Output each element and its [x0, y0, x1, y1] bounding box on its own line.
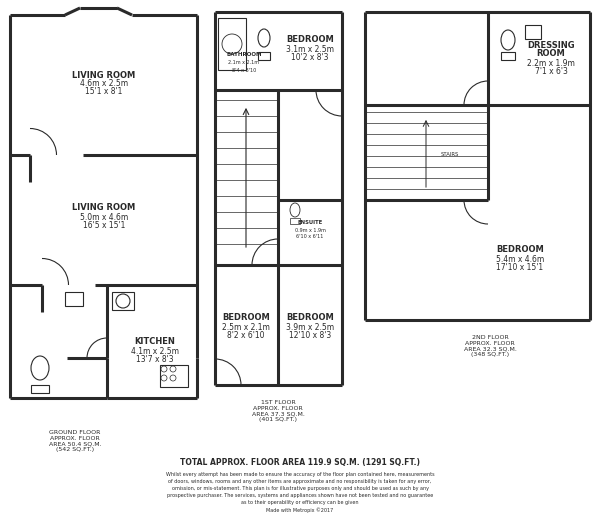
- Text: 16'5 x 15'1: 16'5 x 15'1: [83, 220, 125, 229]
- Bar: [218, 18, 246, 70]
- Text: TOTAL APPROX. FLOOR AREA 119.9 SQ.M. (1291 SQ.FT.): TOTAL APPROX. FLOOR AREA 119.9 SQ.M. (12…: [180, 457, 420, 466]
- Text: STAIRS: STAIRS: [441, 153, 459, 157]
- Text: ROOM: ROOM: [536, 49, 565, 58]
- Text: 2ND FLOOR
APPROX. FLOOR
AREA 32.3 SQ.M.
(348 SQ.FT.): 2ND FLOOR APPROX. FLOOR AREA 32.3 SQ.M. …: [464, 335, 517, 357]
- Bar: [31, 385, 49, 393]
- Bar: [160, 365, 188, 387]
- Text: BEDROOM: BEDROOM: [286, 36, 334, 45]
- Text: of doors, windows, rooms and any other items are approximate and no responsibili: of doors, windows, rooms and any other i…: [169, 479, 431, 484]
- Bar: [258, 52, 270, 60]
- Text: omission, or mis-statement. This plan is for illustrative purposes only and shou: omission, or mis-statement. This plan is…: [172, 486, 428, 491]
- Text: BATHROOM: BATHROOM: [226, 52, 262, 57]
- Text: 1ST FLOOR
APPROX. FLOOR
AREA 37.3 SQ.M.
(401 SQ.FT.): 1ST FLOOR APPROX. FLOOR AREA 37.3 SQ.M. …: [251, 400, 304, 422]
- Text: 8'4 x 8'10: 8'4 x 8'10: [232, 67, 256, 73]
- Text: 8'2 x 6'10: 8'2 x 6'10: [227, 331, 265, 340]
- Text: ENSUITE: ENSUITE: [298, 219, 323, 225]
- Text: 4.1m x 2.5m: 4.1m x 2.5m: [131, 347, 179, 356]
- Bar: [525, 25, 541, 39]
- Text: BEDROOM: BEDROOM: [286, 314, 334, 322]
- Text: 5.4m x 4.6m: 5.4m x 4.6m: [496, 254, 544, 263]
- Text: prospective purchaser. The services, systems and appliances shown have not been : prospective purchaser. The services, sys…: [167, 493, 433, 498]
- Text: LIVING ROOM: LIVING ROOM: [73, 204, 136, 213]
- Text: BEDROOM: BEDROOM: [222, 314, 270, 322]
- Text: DRESSING: DRESSING: [527, 40, 575, 49]
- Text: 12'10 x 8'3: 12'10 x 8'3: [289, 331, 331, 340]
- Text: 15'1 x 8'1: 15'1 x 8'1: [85, 87, 122, 96]
- Text: 6'10 x 6'11: 6'10 x 6'11: [296, 234, 323, 240]
- Text: Whilst every attempt has been made to ensure the accuracy of the floor plan cont: Whilst every attempt has been made to en…: [166, 472, 434, 477]
- Text: 5.0m x 4.6m: 5.0m x 4.6m: [80, 213, 128, 222]
- Text: 2.2m x 1.9m: 2.2m x 1.9m: [527, 58, 575, 67]
- Text: Made with Metropix ©2017: Made with Metropix ©2017: [266, 507, 334, 513]
- Text: 13'7 x 8'3: 13'7 x 8'3: [136, 355, 174, 364]
- Text: KITCHEN: KITCHEN: [134, 338, 175, 347]
- Text: 0.9m x 1.9m: 0.9m x 1.9m: [295, 227, 325, 233]
- Text: 3.9m x 2.5m: 3.9m x 2.5m: [286, 322, 334, 331]
- Text: LIVING ROOM: LIVING ROOM: [73, 70, 136, 80]
- Bar: [290, 218, 300, 224]
- Text: BEDROOM: BEDROOM: [496, 245, 544, 254]
- Text: 2.1m x 2.1m: 2.1m x 2.1m: [229, 60, 260, 66]
- Bar: [501, 52, 515, 60]
- Text: 10'2 x 8'3: 10'2 x 8'3: [291, 52, 329, 61]
- Text: 7'1 x 6'3: 7'1 x 6'3: [535, 66, 568, 75]
- Text: 3.1m x 2.5m: 3.1m x 2.5m: [286, 45, 334, 54]
- Bar: [65, 292, 83, 306]
- Text: 17'10 x 15'1: 17'10 x 15'1: [496, 262, 544, 271]
- Text: as to their operability or efficiency can be given: as to their operability or efficiency ca…: [241, 500, 359, 505]
- Text: 4.6m x 2.5m: 4.6m x 2.5m: [80, 80, 128, 89]
- Text: GROUND FLOOR
APPROX. FLOOR
AREA 50.4 SQ.M.
(542 SQ.FT.): GROUND FLOOR APPROX. FLOOR AREA 50.4 SQ.…: [49, 430, 101, 453]
- Text: 2.5m x 2.1m: 2.5m x 2.1m: [222, 322, 270, 331]
- Bar: [112, 292, 134, 310]
